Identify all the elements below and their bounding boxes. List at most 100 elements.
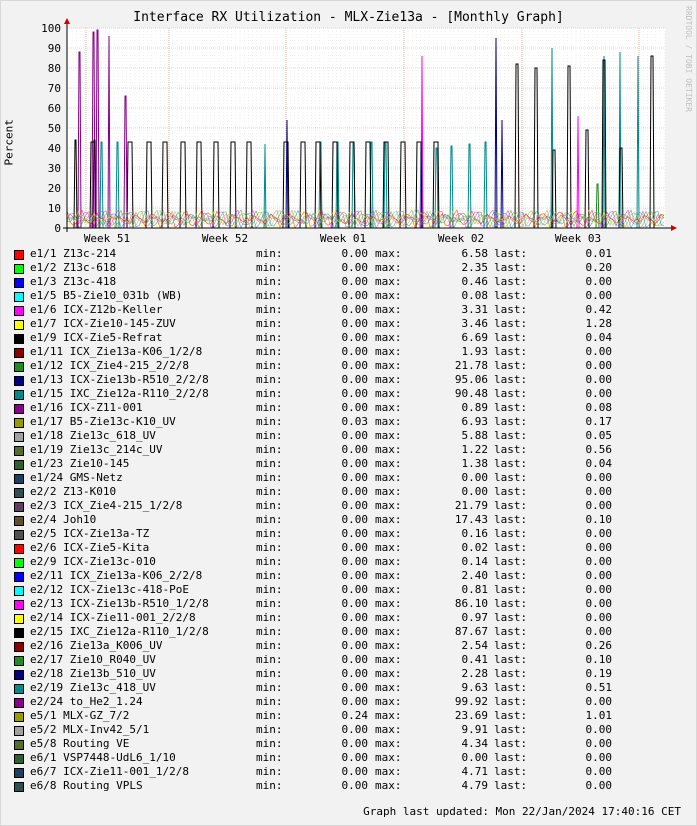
- legend-last-label: last:: [494, 415, 528, 428]
- legend-min-label: min:: [256, 401, 283, 414]
- legend-max-value: 5.88: [461, 429, 489, 442]
- x-tick-label: Week 52: [202, 232, 248, 245]
- legend-series-name: e6/7 ICX-Zie11-001_1/2/8: [30, 765, 189, 778]
- legend-min-value: 0.00: [341, 527, 369, 540]
- legend-max-value: 99.92: [454, 695, 488, 708]
- legend-series-name: e1/12 ICX_Zie4-215_2/2/8: [30, 359, 189, 372]
- legend-last-value: 0.00: [585, 471, 613, 484]
- legend-last-label: last:: [494, 387, 528, 400]
- legend-min-value: 0.00: [341, 611, 369, 624]
- legend-min-value: 0.00: [341, 569, 369, 582]
- legend-max-value: 17.43: [454, 513, 488, 526]
- legend-last-label: last:: [494, 569, 528, 582]
- legend-last-label: last:: [494, 275, 528, 288]
- legend-min-value: 0.00: [341, 597, 369, 610]
- legend-swatch: [14, 684, 24, 694]
- series-e1-9-trace: [67, 55, 665, 229]
- last-updated-text: Graph last updated: Mon 22/Jan/2024 17:4…: [363, 805, 681, 818]
- legend-last-label: last:: [494, 779, 528, 792]
- legend-max-value: 1.22: [461, 443, 489, 456]
- legend-last-value: 0.00: [585, 275, 613, 288]
- legend-swatch: [14, 656, 24, 666]
- legend-min-value: 0.00: [341, 275, 369, 288]
- legend-series-name: e1/6 ICX-Z12b-Keller: [30, 303, 163, 316]
- legend-min-value: 0.00: [341, 345, 369, 358]
- legend-min-value: 0.00: [341, 667, 369, 680]
- legend-swatch: [14, 306, 24, 316]
- legend-max-label: max:: [375, 709, 402, 722]
- legend-min-value: 0.03: [341, 415, 369, 428]
- legend-last-label: last:: [494, 667, 528, 680]
- legend-max-label: max:: [375, 625, 402, 638]
- x-tick-label: Week 03: [555, 232, 601, 245]
- legend-min-label: min:: [256, 569, 283, 582]
- legend-swatch: [14, 264, 24, 274]
- legend-max-label: max:: [375, 765, 402, 778]
- legend-series-name: e1/19 Zie13c_214c_UV: [30, 443, 163, 456]
- legend-last-label: last:: [494, 639, 528, 652]
- legend-max-label: max:: [375, 667, 402, 680]
- legend-last-label: last:: [494, 429, 528, 442]
- legend-last-value: 1.01: [585, 709, 613, 722]
- legend-min-label: min:: [256, 625, 283, 638]
- legend-max-label: max:: [375, 681, 402, 694]
- legend-swatch: [14, 572, 24, 582]
- x-axis-arrow: [671, 225, 677, 231]
- legend-swatch: [14, 586, 24, 596]
- legend-last-value: 0.00: [585, 499, 613, 512]
- legend-max-value: 0.46: [461, 275, 489, 288]
- legend-min-value: 0.00: [341, 401, 369, 414]
- legend-max-label: max:: [375, 653, 402, 666]
- legend-min-label: min:: [256, 289, 283, 302]
- legend-min-label: min:: [256, 709, 283, 722]
- legend-series-name: e1/1 Z13c-214: [30, 247, 117, 260]
- legend-min-label: min:: [256, 345, 283, 358]
- legend-max-value: 90.48: [454, 387, 488, 400]
- legend-max-label: max:: [375, 275, 402, 288]
- legend-last-value: 0.42: [585, 303, 613, 316]
- legend-series-name: e2/19 Zie13c_418_UV: [30, 681, 156, 694]
- y-tick-label: 50: [48, 122, 61, 135]
- legend-swatch: [14, 418, 24, 428]
- legend-last-value: 0.00: [585, 359, 613, 372]
- legend-max-value: 2.40: [461, 569, 489, 582]
- legend-last-label: last:: [494, 331, 528, 344]
- legend-max-value: 0.89: [461, 401, 489, 414]
- legend-series-name: e1/17 B5-Zie13c-K10_UV: [30, 415, 176, 428]
- legend-min-label: min:: [256, 387, 283, 400]
- legend-max-label: max:: [375, 485, 402, 498]
- legend-max-value: 21.78: [454, 359, 488, 372]
- legend-series-name: e6/8 Routing VPLS: [30, 779, 143, 792]
- legend-last-label: last:: [494, 401, 528, 414]
- legend-series-name: e5/8 Routing VE: [30, 737, 130, 750]
- legend-min-value: 0.00: [341, 457, 369, 470]
- legend-last-label: last:: [494, 261, 528, 274]
- legend-last-value: 0.00: [585, 289, 613, 302]
- y-tick-label: 30: [48, 162, 61, 175]
- legend-last-value: 0.10: [585, 653, 613, 666]
- legend-min-value: 0.00: [341, 583, 369, 596]
- legend-swatch: [14, 628, 24, 638]
- legend-min-label: min:: [256, 541, 283, 554]
- legend-max-value: 0.08: [461, 289, 489, 302]
- legend-last-value: 0.00: [585, 541, 613, 554]
- legend-swatch: [14, 726, 24, 736]
- series-e1-13-trace: [67, 37, 665, 229]
- legend-last-value: 1.28: [585, 317, 613, 330]
- legend-max-value: 3.46: [461, 317, 489, 330]
- legend-min-label: min:: [256, 471, 283, 484]
- legend-max-value: 3.31: [461, 303, 489, 316]
- legend-series-name: e2/6 ICX-Zie5-Kita: [30, 541, 150, 554]
- legend-last-value: 0.00: [585, 555, 613, 568]
- legend-series-name: e2/15 IXC_Zie12a-R110_1/2/8: [30, 625, 209, 638]
- legend-series-name: e1/2 Z13c-618: [30, 261, 117, 274]
- legend-last-value: 0.00: [585, 723, 613, 736]
- legend-swatch: [14, 754, 24, 764]
- legend-max-value: 4.79: [461, 779, 489, 792]
- legend-series-name: e1/5 B5-Zie10_031b (WB): [30, 289, 183, 302]
- legend-last-value: 0.10: [585, 513, 613, 526]
- legend-max-value: 0.41: [461, 653, 489, 666]
- legend-last-value: 0.00: [585, 611, 613, 624]
- plot-area: 0 10 20 30 40 50 60 70 80 90 100 Week 51 Week 52 Week…: [41, 18, 677, 245]
- legend-max-value: 23.69: [454, 709, 488, 722]
